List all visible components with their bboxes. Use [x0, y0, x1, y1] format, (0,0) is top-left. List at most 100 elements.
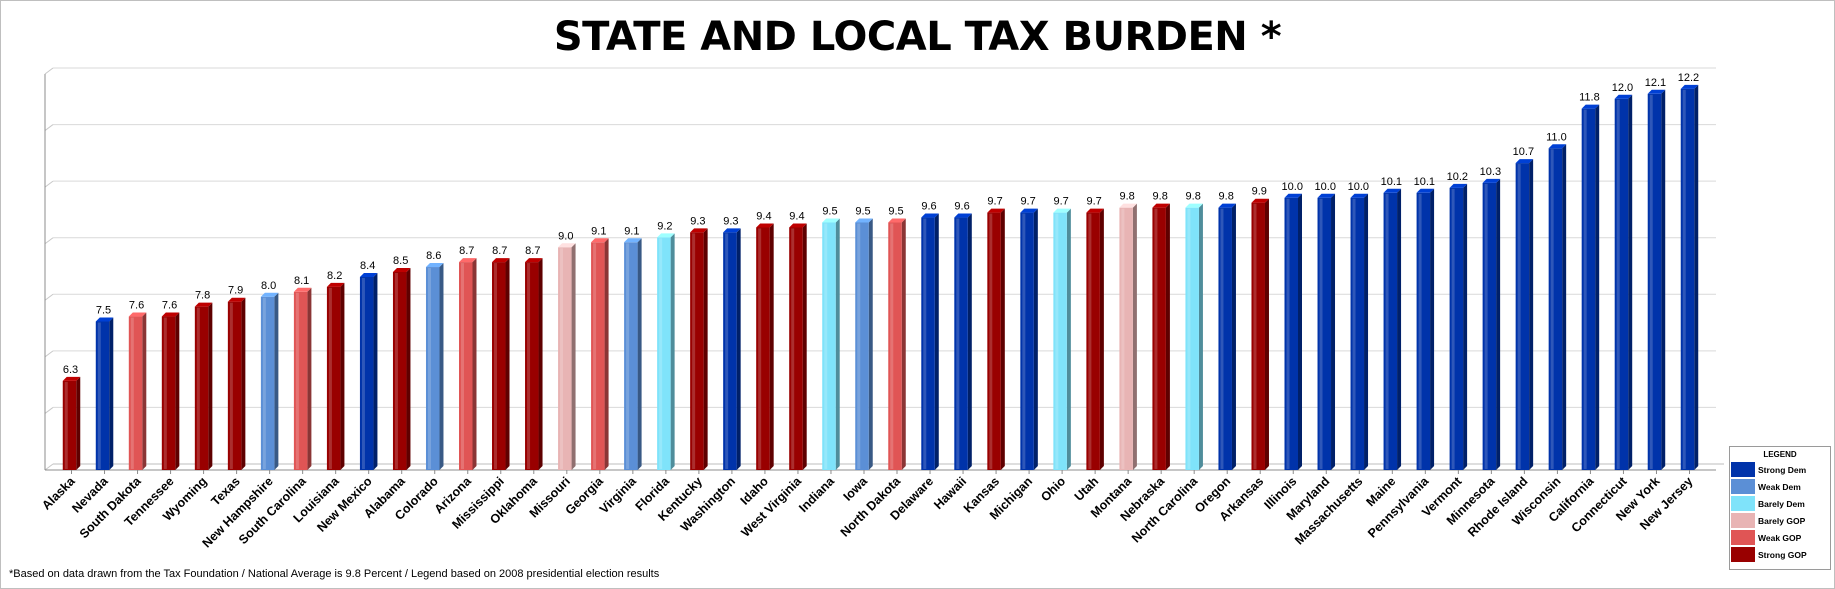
bar-side [406, 268, 411, 470]
bar-top [1647, 89, 1666, 94]
bar-top [921, 213, 939, 218]
bar-highlight [1649, 94, 1653, 470]
gridline-tick [44, 350, 54, 358]
bar [1680, 88, 1695, 470]
bar-highlight [1418, 193, 1422, 470]
bar-side [340, 282, 345, 470]
bar-highlight [1616, 99, 1620, 469]
bar-top [1449, 183, 1468, 188]
data-label: 12.0 [1612, 82, 1633, 94]
bar-highlight [791, 228, 795, 469]
legend-entry-barely-dem: Barely Dem [1730, 495, 1830, 512]
bar-highlight [824, 223, 828, 469]
legend-label: Strong Dem [1758, 464, 1807, 475]
bar-highlight [328, 287, 332, 469]
data-label: 9.2 [657, 220, 672, 232]
legend-swatch [1731, 479, 1755, 494]
legend-entry-barely-gop: Barely GOP [1730, 512, 1830, 529]
data-label: 9.7 [1020, 196, 1035, 208]
bar-top [1284, 193, 1302, 198]
bar [459, 262, 473, 470]
bar-top [1086, 208, 1104, 213]
bar-top [95, 317, 114, 322]
bar [1647, 93, 1662, 471]
bar-side [1694, 84, 1699, 470]
data-label: 9.7 [987, 196, 1002, 208]
bar-side [175, 312, 180, 470]
category-label: Ohio [1038, 474, 1068, 504]
bar-side [1628, 94, 1633, 470]
data-label: 8.2 [327, 270, 342, 282]
data-label: 8.5 [393, 255, 408, 267]
data-label: 8.6 [426, 250, 441, 262]
category-label: Indiana [796, 473, 838, 515]
bar-highlight [1154, 208, 1158, 469]
bar-highlight [1088, 213, 1092, 469]
bar-top [657, 233, 675, 238]
bar-top [756, 223, 774, 228]
bar [624, 242, 638, 470]
bar-side [439, 263, 444, 470]
bar [756, 227, 770, 470]
bar-side [1033, 208, 1038, 470]
bar-side [1661, 89, 1666, 471]
data-label: 10.0 [1348, 181, 1369, 193]
data-label: 9.4 [756, 210, 771, 222]
bar-highlight [1253, 203, 1257, 469]
bar-side [901, 218, 906, 470]
bar-side [604, 238, 609, 470]
legend-entry-strong-gop: Strong GOP [1730, 546, 1830, 563]
bar-highlight [494, 263, 498, 469]
bar-highlight [956, 218, 960, 469]
bar [194, 306, 209, 470]
data-label: 9.1 [591, 225, 606, 237]
bar-highlight [196, 307, 200, 469]
bar [128, 316, 143, 470]
bar-top [1053, 208, 1071, 213]
data-label: 10.3 [1480, 166, 1501, 178]
bar [822, 222, 836, 470]
legend-swatch [1731, 462, 1755, 477]
bar-top [1218, 203, 1236, 208]
bar-top [888, 218, 906, 223]
bar [1317, 197, 1332, 470]
bar-top [822, 218, 840, 223]
legend-label: Barely GOP [1758, 515, 1806, 526]
bar-highlight [1451, 188, 1455, 469]
footnote: *Based on data drawn from the Tax Founda… [9, 568, 660, 580]
bar-top [1548, 144, 1567, 149]
bar-side [208, 302, 213, 470]
data-label: 7.9 [228, 285, 243, 297]
bar-highlight [262, 297, 266, 469]
bar-highlight [361, 277, 365, 469]
bar-highlight [692, 233, 696, 469]
data-label: 9.6 [954, 201, 969, 213]
bar-top [723, 228, 741, 233]
bar-side [274, 292, 279, 470]
data-label: 11.8 [1579, 92, 1600, 104]
bar-top [987, 208, 1005, 213]
legend-label: Barely Dem [1758, 498, 1805, 509]
bar-top [227, 297, 246, 302]
data-label: 9.6 [921, 201, 936, 213]
bar [723, 232, 737, 470]
data-label: 9.5 [855, 206, 870, 218]
bar-side [868, 218, 873, 470]
bar-top [425, 263, 444, 268]
data-label: 8.1 [294, 275, 309, 287]
data-label: 9.8 [1153, 191, 1168, 203]
legend-label: Strong GOP [1758, 549, 1807, 560]
bar-top [1482, 178, 1501, 183]
bar-side [1298, 193, 1302, 470]
data-label: 9.8 [1120, 191, 1135, 203]
bar-highlight [1220, 208, 1224, 469]
bar [789, 227, 803, 470]
bar [260, 296, 275, 470]
bar-side [1198, 203, 1203, 470]
bar-side [736, 228, 741, 470]
bar [293, 291, 308, 470]
bar-side [571, 243, 576, 470]
bar-top [62, 376, 81, 381]
bar [326, 286, 341, 470]
bar-top [1020, 208, 1038, 213]
